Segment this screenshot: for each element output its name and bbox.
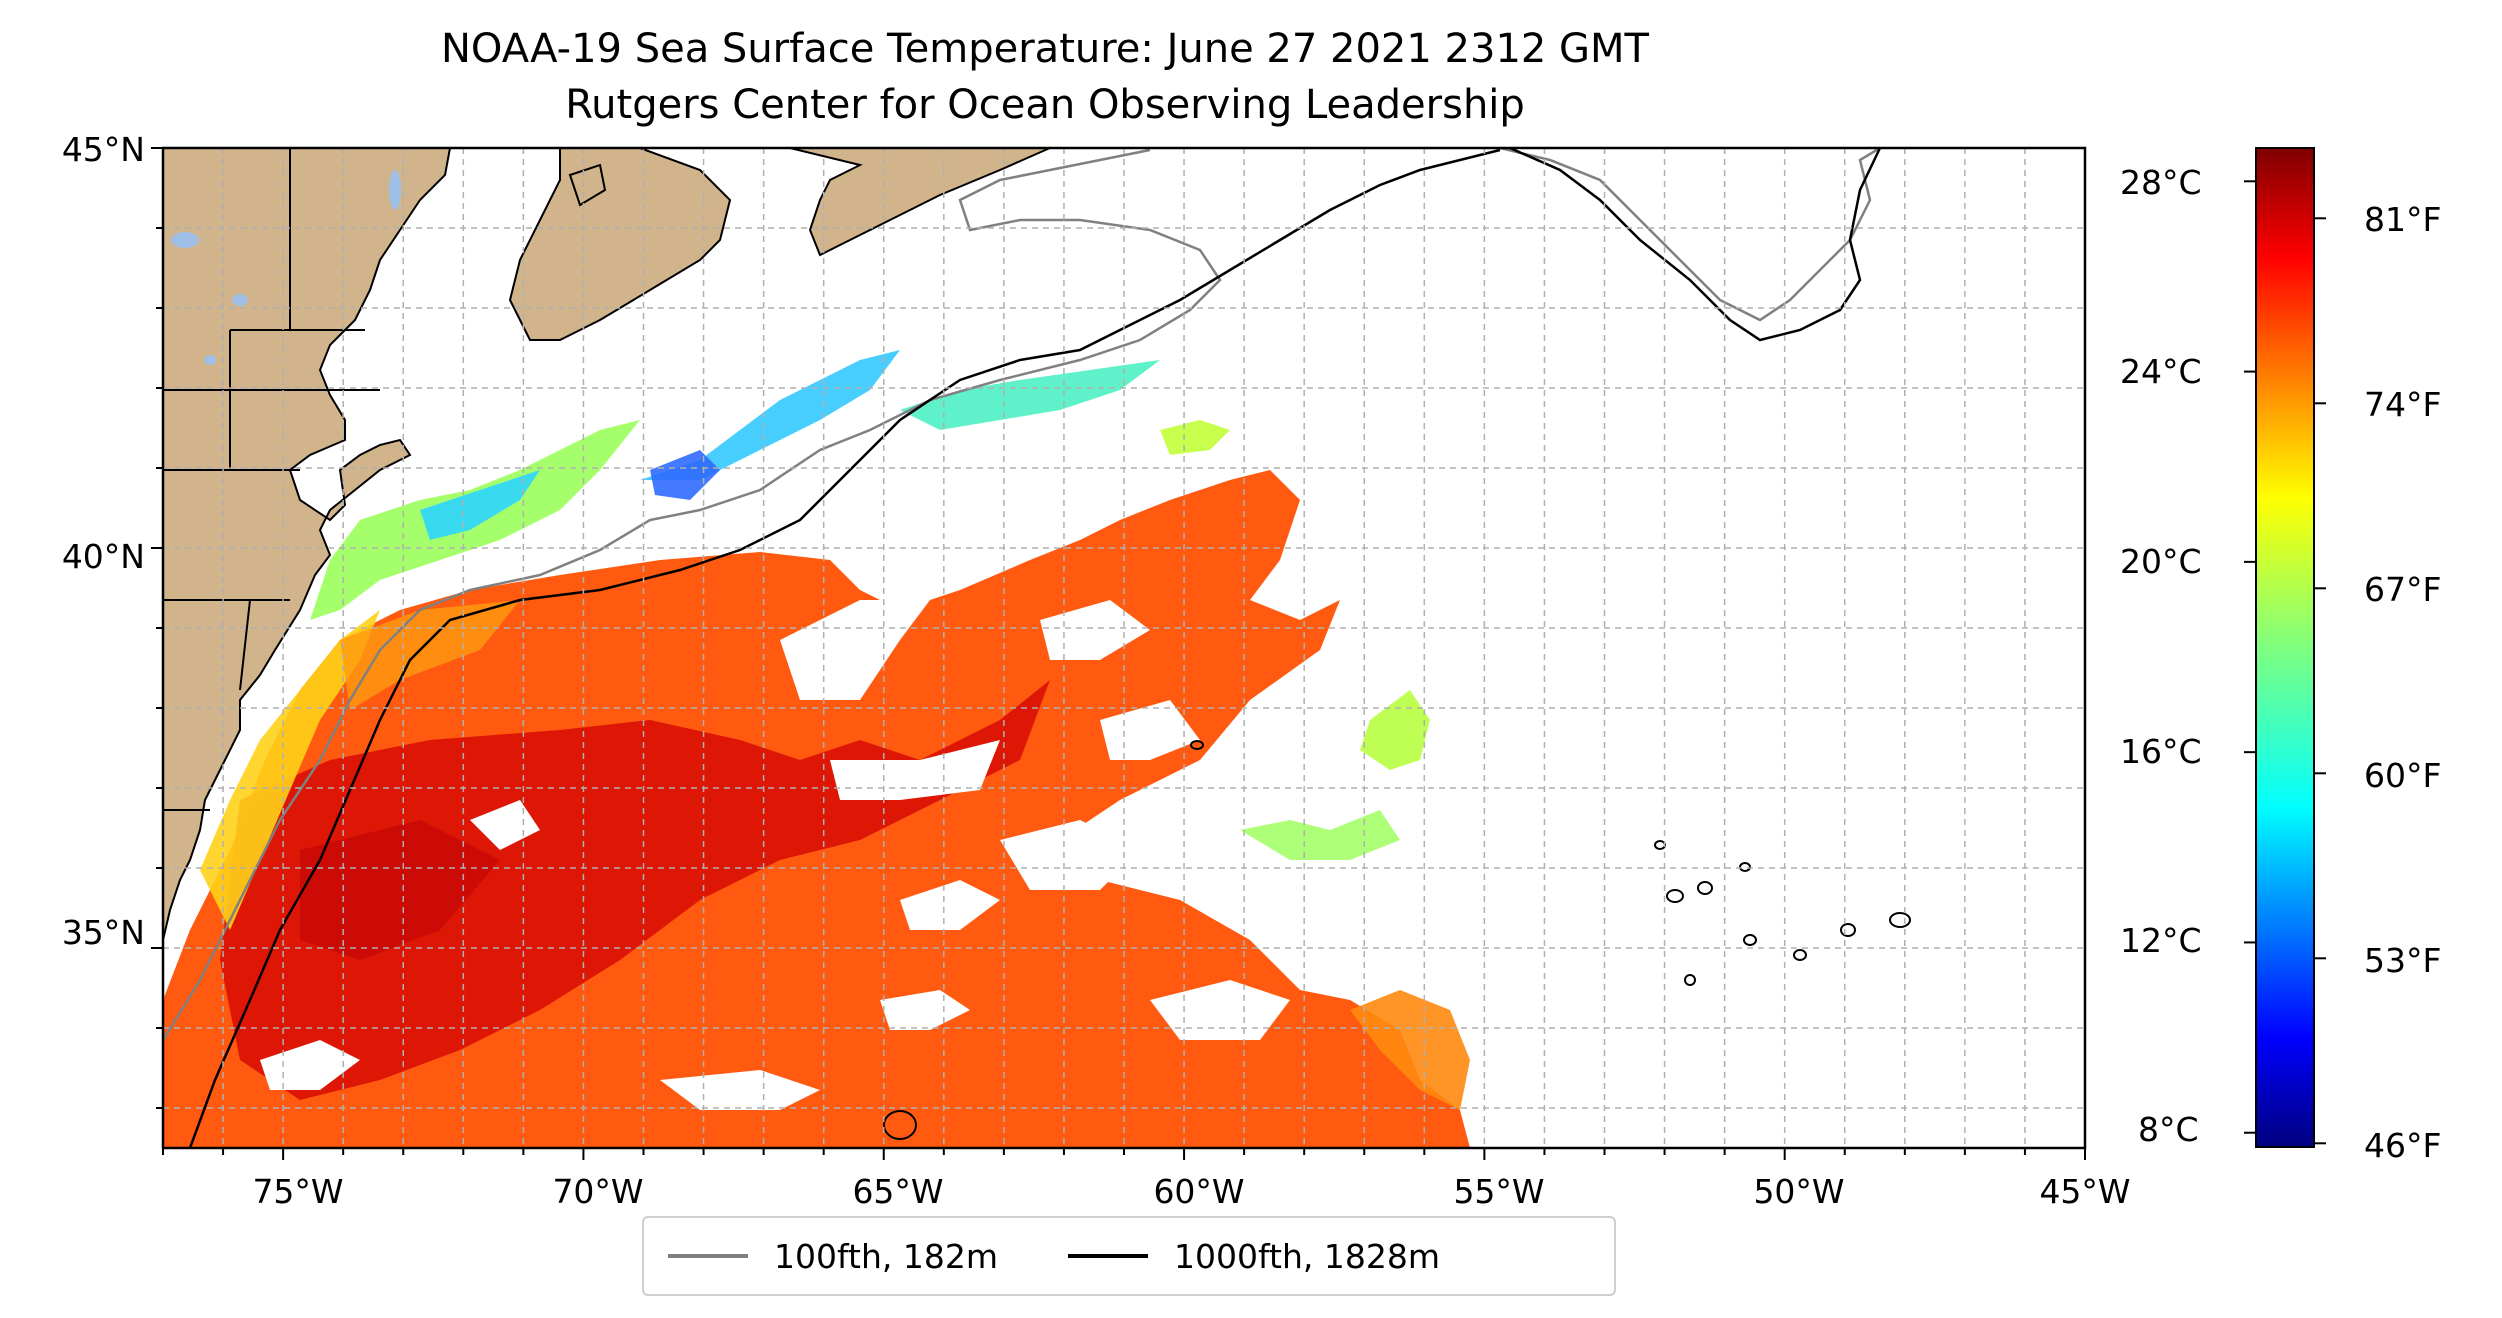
lat-label-35: 35°N: [61, 913, 145, 952]
cb-label-20c: 20°C: [2120, 542, 2202, 581]
cb-label-12c: 12°C: [2120, 921, 2202, 960]
land: [163, 148, 1051, 941]
cb-label-24c: 24°C: [2120, 352, 2202, 391]
legend-label-1000fth: 1000fth, 1828m: [1174, 1236, 1440, 1276]
cb-label-16c: 16°C: [2120, 732, 2202, 771]
legend-line-black: [1068, 1254, 1148, 1258]
cb-label-74f: 74°F: [2364, 385, 2442, 424]
sst-slope-band: [200, 610, 380, 930]
legend-label-100fth: 100fth, 182m: [774, 1236, 998, 1276]
cb-label-67f: 67°F: [2364, 570, 2442, 609]
cloud-gaps: [260, 600, 1290, 1110]
state-borders: [163, 148, 380, 811]
cb-label-53f: 53°F: [2364, 941, 2442, 980]
axis-ticks: [151, 147, 2086, 1160]
cb-label-81f: 81°F: [2364, 200, 2442, 239]
cb-label-8c: 8°C: [2138, 1110, 2199, 1149]
title-line1: NOAA-19 Sea Surface Temperature: June 27…: [440, 26, 1649, 72]
land-north-america: [163, 148, 452, 941]
colorbar: [2255, 147, 2315, 1148]
cb-label-46f: 46°F: [2364, 1126, 2442, 1165]
lon-label-55w: 55°W: [1453, 1172, 1545, 1211]
land-maine-nova-scotia: [508, 148, 732, 341]
lon-label-45w: 45°W: [2039, 1172, 2131, 1211]
legend-line-gray: [668, 1254, 748, 1258]
cb-label-28c: 28°C: [2120, 163, 2202, 202]
contour-1000fth: [188, 148, 1501, 1148]
lat-label-40: 40°N: [61, 537, 145, 576]
cb-label-60f: 60°F: [2364, 756, 2442, 795]
sst-layer: [163, 350, 1470, 1148]
lat-label-45: 45°N: [61, 130, 145, 169]
legend-item-1000fth: 1000fth, 1828m: [1068, 1237, 1440, 1276]
lakes: [171, 170, 401, 365]
title-line2: Rutgers Center for Ocean Observing Leade…: [565, 82, 1525, 128]
lon-label-60w: 60°W: [1153, 1172, 1245, 1211]
lon-label-65w: 65°W: [852, 1172, 944, 1211]
lon-label-70w: 70°W: [552, 1172, 644, 1211]
lon-label-75w: 75°W: [252, 1172, 344, 1211]
colorbar-ticks: [2244, 180, 2326, 1145]
legend: 100fth, 182m 1000fth, 1828m: [642, 1216, 1616, 1296]
lon-label-50w: 50°W: [1753, 1172, 1845, 1211]
gridlines: [163, 148, 2085, 1148]
legend-item-100fth: 100fth, 182m: [668, 1237, 998, 1276]
